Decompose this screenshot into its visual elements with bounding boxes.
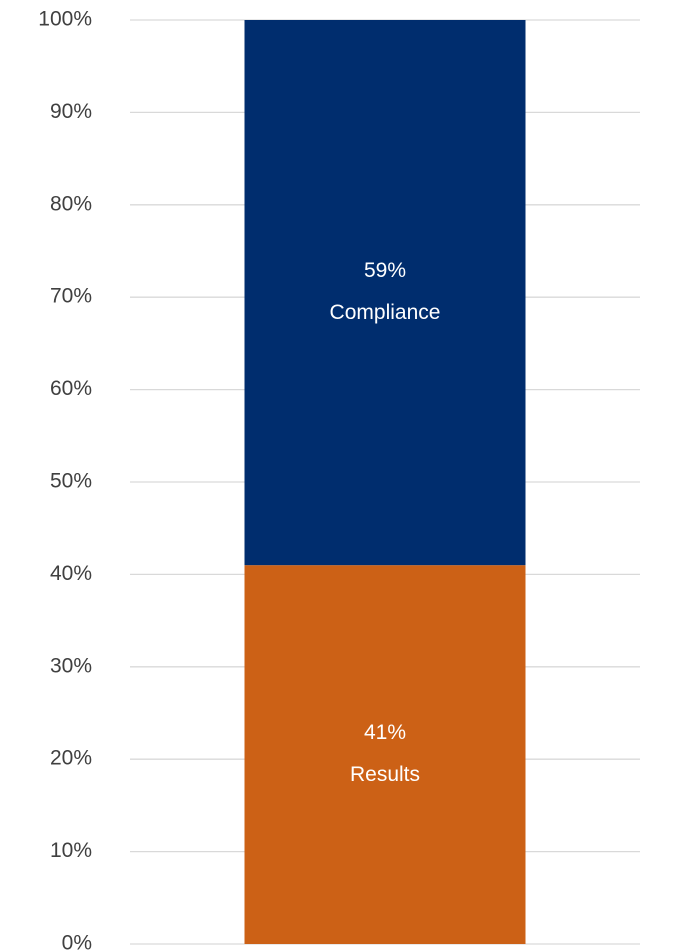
- data-label: 59%: [364, 259, 406, 282]
- bar-segment: [244, 20, 526, 566]
- series-label: Results: [350, 763, 420, 786]
- y-tick-label: 50%: [50, 470, 92, 493]
- y-tick-label: 30%: [50, 654, 92, 677]
- y-tick-label: 0%: [62, 932, 92, 952]
- data-label: 41%: [364, 721, 406, 744]
- y-tick-label: 40%: [50, 562, 92, 585]
- y-tick-label: 20%: [50, 747, 92, 770]
- y-tick-label: 100%: [38, 8, 92, 31]
- series-label: Compliance: [330, 301, 441, 324]
- y-tick-label: 10%: [50, 839, 92, 862]
- y-tick-label: 60%: [50, 377, 92, 400]
- y-tick-label: 70%: [50, 285, 92, 308]
- y-tick-label: 90%: [50, 100, 92, 123]
- y-tick-label: 80%: [50, 192, 92, 215]
- bar-segment: [244, 565, 526, 944]
